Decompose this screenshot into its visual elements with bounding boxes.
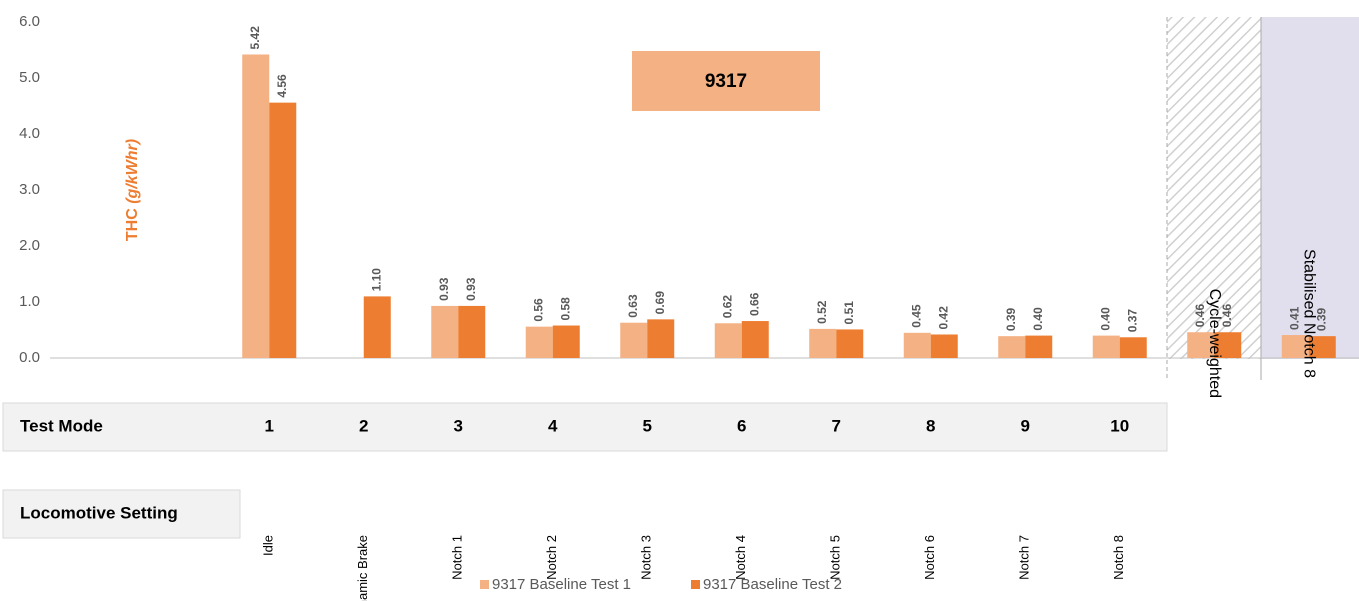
test-mode: 9: [1021, 416, 1030, 435]
bar: [269, 102, 297, 358]
bar: [903, 332, 931, 358]
value-label: 0.56: [531, 298, 545, 322]
bar: [363, 296, 391, 358]
y-tick-label: 1.0: [19, 293, 40, 310]
setting-label: Notch 2: [544, 535, 559, 580]
bar: [431, 305, 459, 358]
setting-label: Cycle-weighted: [1206, 289, 1223, 398]
test-mode: 10: [1110, 416, 1129, 435]
bar: [1092, 335, 1120, 358]
bar: [552, 325, 580, 358]
bar: [1119, 337, 1147, 358]
bar: [930, 334, 958, 358]
value-label: 0.45: [909, 304, 923, 328]
value-label: 1.10: [369, 268, 383, 292]
value-label: 0.66: [747, 292, 761, 316]
setting-label: Notch 7: [1017, 535, 1032, 580]
value-label: 0.37: [1125, 309, 1139, 333]
value-label: 0.52: [815, 300, 829, 324]
y-tick-label: 6.0: [19, 13, 40, 30]
bar: [836, 329, 864, 358]
value-label: 0.93: [437, 277, 451, 301]
setting-label: Notch 6: [922, 535, 937, 580]
value-label: 0.40: [1098, 307, 1112, 331]
y-tick-label: 2.0: [19, 237, 40, 254]
setting-label: Notch 5: [828, 535, 843, 580]
value-label: 4.56: [275, 74, 289, 98]
test-mode: 8: [926, 416, 935, 435]
bar: [458, 305, 486, 358]
y-label-main: THC: [124, 208, 141, 241]
test-mode: 3: [454, 416, 463, 435]
y-tick-label: 0.0: [19, 349, 40, 366]
stabilised-region: [1261, 17, 1359, 359]
value-label: 0.41: [1287, 306, 1301, 330]
value-label: 0.42: [936, 306, 950, 330]
value-label: 0.46: [1220, 304, 1234, 328]
value-label: 0.51: [842, 301, 856, 325]
bar: [525, 326, 553, 358]
bar: [809, 328, 837, 358]
value-label: 0.39: [1314, 307, 1328, 331]
test-mode: 6: [737, 416, 746, 435]
value-label: 0.93: [464, 277, 478, 301]
y-tick-label: 4.0: [19, 125, 40, 142]
bar: [1214, 332, 1242, 358]
test-mode: 2: [359, 416, 368, 435]
setting-row: [2, 489, 241, 539]
value-label: 0.40: [1031, 307, 1045, 331]
legend-swatch: [691, 580, 700, 589]
legend-label: 9317 Baseline Test 1: [492, 576, 631, 593]
test-mode: 7: [832, 416, 841, 435]
setting-label: Notch 4: [733, 535, 748, 580]
setting-label: Notch 8: [1111, 535, 1126, 580]
value-label: 5.42: [248, 26, 262, 50]
y-axis-title: THC (g/kWhr): [124, 139, 141, 241]
bar: [647, 319, 675, 358]
value-label: 0.46: [1193, 304, 1207, 328]
row-label: Test Mode: [20, 416, 103, 435]
bar: [741, 321, 769, 358]
test-mode: 5: [643, 416, 652, 435]
value-label: 0.39: [1004, 307, 1018, 331]
y-tick-label: 5.0: [19, 69, 40, 86]
setting-label: Notch 3: [639, 535, 654, 580]
value-label: 0.58: [558, 297, 572, 321]
test-mode: 4: [548, 416, 558, 435]
bar: [1025, 335, 1053, 358]
bar: [998, 336, 1026, 358]
annotation: 9317: [705, 71, 747, 92]
setting-label: Idle: [261, 535, 276, 556]
row-label: Locomotive Setting: [20, 503, 178, 522]
setting-label: Notch 1: [450, 535, 465, 580]
value-label: 0.69: [653, 291, 667, 315]
y-tick-label: 3.0: [19, 181, 40, 198]
legend-swatch: [480, 580, 489, 589]
bar: [714, 323, 742, 358]
value-label: 0.63: [626, 294, 640, 318]
bar: [1281, 335, 1309, 358]
bar: [1308, 336, 1336, 358]
bar: [620, 322, 648, 358]
cycle-region: [1167, 17, 1261, 359]
value-label: 0.62: [720, 295, 734, 319]
annotation-box: [632, 51, 820, 111]
bar: [1187, 332, 1215, 358]
setting-label: Stabilised Notch 8: [1301, 249, 1318, 378]
test-mode-row: [2, 402, 1168, 452]
bar: [242, 54, 270, 358]
y-label-unit: (g/kWhr): [124, 139, 141, 204]
setting-label: Dynamic Brake: [355, 535, 370, 601]
legend-label: 9317 Baseline Test 2: [703, 576, 842, 593]
test-mode: 1: [265, 416, 274, 435]
